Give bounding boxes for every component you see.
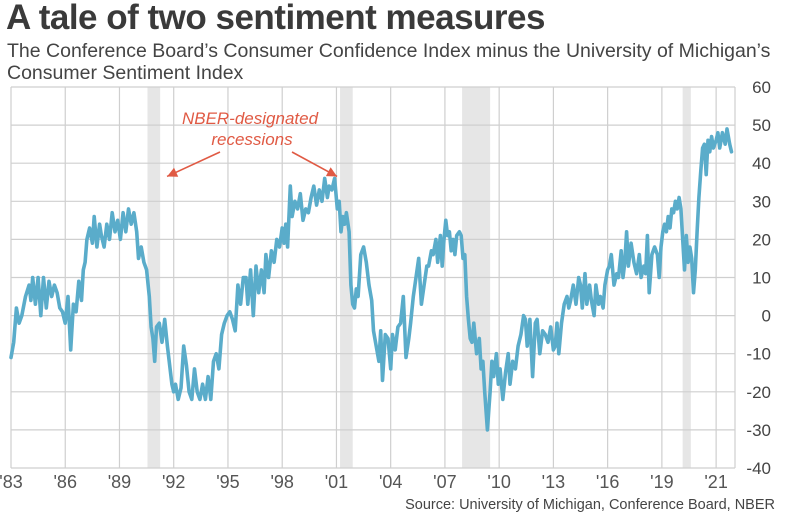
y-tick-label: 60 (752, 78, 771, 97)
x-tick-label: '10 (487, 472, 510, 492)
source-note: Source: University of Michigan, Conferen… (405, 497, 775, 513)
annotation-text-line2: recessions (211, 130, 293, 149)
x-tick-label: '86 (54, 472, 77, 492)
arrowhead-icon (167, 167, 179, 177)
y-tick-label: -30 (746, 421, 771, 440)
annotation-text-line1: NBER-designated (182, 109, 319, 128)
x-tick-label: '01 (325, 472, 348, 492)
x-tick-label: '83 (0, 472, 23, 492)
x-tick-label: '21 (704, 472, 727, 492)
y-tick-label: 30 (752, 192, 771, 211)
y-tick-label: 0 (762, 307, 771, 326)
x-tick-label: '89 (108, 472, 131, 492)
x-tick-label: '13 (542, 472, 565, 492)
arrowhead-icon (325, 167, 338, 177)
x-tick-label: '04 (379, 472, 402, 492)
y-tick-label: -40 (746, 459, 771, 478)
y-tick-label: 50 (752, 116, 771, 135)
series-line (9, 127, 734, 432)
x-tick-label: '16 (596, 472, 619, 492)
x-tick-label: '92 (162, 472, 185, 492)
chart-title: A tale of two sentiment measures (6, 0, 545, 37)
series-layer (9, 127, 734, 432)
x-tick-label: '07 (433, 472, 456, 492)
chart-subtitle: The Conference Board’s Consumer Confiden… (7, 40, 771, 84)
grid (10, 86, 736, 469)
y-tick-label: -20 (746, 383, 771, 402)
x-axis: '83 '86 '89 '92 '95 '98 '01 '04 '07 '10 '13 '16 '19 '… (0, 472, 728, 492)
y-tick-label: -10 (746, 345, 771, 364)
x-tick-label: '19 (650, 472, 673, 492)
y-axis: 60 50 40 30 20 10 0 -10 -20 -30 -40 (746, 78, 771, 478)
x-tick-label: '95 (216, 472, 239, 492)
y-tick-label: 10 (752, 269, 771, 288)
x-tick-label: '98 (270, 472, 293, 492)
recession-annotation: NBER-designated recessions (166, 109, 338, 178)
y-tick-label: 40 (752, 154, 771, 173)
y-tick-label: 20 (752, 230, 771, 249)
